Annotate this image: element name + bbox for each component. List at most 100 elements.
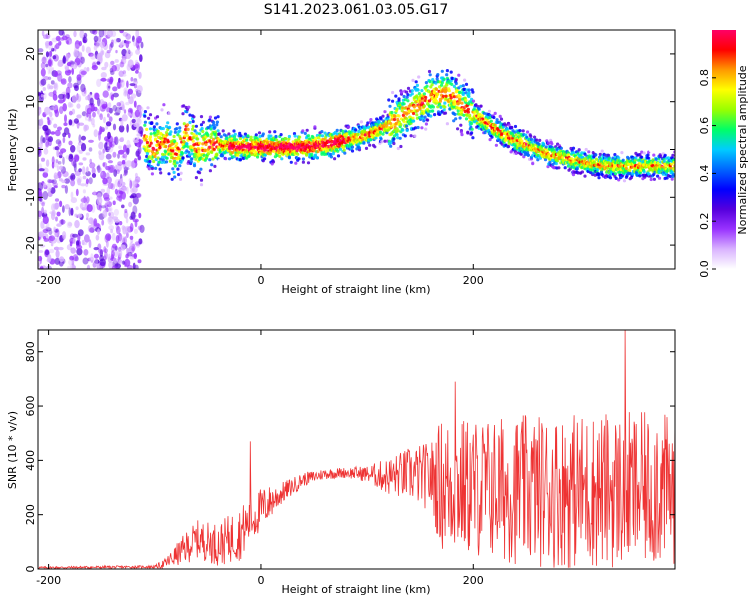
heatmap-cell	[181, 156, 185, 160]
heatmap-cell	[95, 234, 100, 241]
heatmap-cell	[510, 132, 514, 136]
heatmap-cell	[597, 176, 601, 180]
heatmap-cell	[556, 159, 560, 163]
heatmap-cell	[160, 108, 164, 112]
heatmap-cell	[47, 76, 52, 81]
heatmap-cell	[450, 76, 455, 81]
heatmap-cell	[38, 262, 41, 268]
heatmap-cell	[263, 153, 267, 157]
heatmap-cell	[126, 80, 129, 88]
heatmap-cell	[461, 91, 465, 95]
heatmap-cell	[649, 149, 653, 153]
heatmap-cell	[409, 134, 413, 138]
heatmap-cell	[159, 157, 163, 161]
heatmap-cell	[498, 138, 502, 142]
heatmap-cell	[115, 38, 121, 43]
heatmap-cell	[419, 99, 423, 103]
heatmap-cell	[178, 126, 182, 130]
heatmap-cell	[45, 63, 49, 68]
heatmap-cell	[464, 98, 468, 102]
heatmap-cell	[106, 186, 111, 196]
heatmap-cell	[306, 161, 311, 165]
heatmap-cell	[57, 61, 64, 67]
heatmap-cell	[487, 109, 491, 113]
heatmap-cell	[101, 128, 105, 132]
heatmap-cell	[48, 179, 55, 184]
heatmap-cell	[257, 131, 262, 135]
heatmap-cell	[51, 179, 57, 185]
heatmap-cell	[398, 136, 402, 140]
heatmap-cell	[82, 257, 89, 265]
heatmap-cell	[108, 225, 115, 231]
heatmap-cell	[301, 160, 305, 164]
heatmap-cell	[403, 98, 407, 102]
heatmap-cell	[423, 115, 427, 119]
heatmap-cell	[454, 78, 458, 82]
heatmap-cell	[75, 206, 79, 211]
heatmap-cell	[192, 133, 196, 137]
heatmap-cell	[413, 126, 418, 130]
heatmap-cell	[55, 216, 58, 222]
heatmap-cell	[106, 146, 111, 150]
heatmap-cell	[542, 142, 546, 146]
heatmap-cell	[287, 134, 291, 139]
heatmap-cell	[102, 209, 108, 218]
heatmap-cell	[173, 130, 177, 134]
heatmap-cell	[102, 90, 109, 98]
heatmap-cell	[112, 92, 119, 98]
heatmap-cell	[120, 244, 126, 251]
heatmap-cell	[273, 130, 277, 134]
heatmap-cell	[520, 139, 524, 143]
heatmap-cell	[379, 137, 383, 141]
heatmap-cell	[119, 42, 123, 48]
heatmap-cell	[156, 156, 160, 160]
heatmap-cell	[392, 141, 396, 146]
heatmap-cell	[123, 210, 129, 219]
heatmap-cell	[241, 135, 246, 139]
heatmap-cell	[440, 83, 444, 87]
heatmap-cell	[414, 80, 418, 84]
heatmap-cell	[129, 222, 134, 232]
heatmap-cell	[642, 170, 646, 174]
heatmap-cell	[115, 106, 121, 116]
heatmap-cell	[620, 151, 624, 155]
heatmap-cell	[82, 189, 86, 194]
heatmap-cell	[210, 150, 214, 154]
heatmap-cell	[387, 98, 391, 102]
heatmap-cell	[275, 153, 279, 157]
heatmap-cell	[143, 110, 147, 114]
heatmap-cell	[364, 146, 369, 150]
heatmap-cell	[168, 159, 172, 163]
heatmap-cell	[81, 239, 85, 246]
heatmap-cell	[428, 80, 432, 84]
heatmap-cell	[129, 256, 135, 260]
heatmap-cell	[139, 224, 145, 233]
heatmap-cell	[45, 159, 50, 167]
heatmap-cell	[415, 94, 419, 98]
heatmap-cell	[397, 97, 401, 101]
heatmap-cell	[38, 182, 44, 191]
heatmap-cell	[49, 117, 54, 121]
heatmap-cell	[199, 123, 204, 127]
heatmap-cell	[311, 135, 315, 139]
heatmap-cell	[306, 134, 311, 138]
heatmap-cell	[425, 84, 429, 88]
heatmap-cell	[373, 145, 377, 149]
spectrogram-marks	[38, 30, 675, 269]
heatmap-cell	[41, 30, 45, 36]
heatmap-cell	[232, 129, 236, 133]
heatmap-cell	[135, 150, 140, 157]
heatmap-cell	[179, 137, 183, 141]
heatmap-cell	[106, 207, 109, 213]
heatmap-cell	[86, 204, 93, 213]
heatmap-cell	[42, 34, 49, 39]
heatmap-cell	[46, 116, 50, 120]
heatmap-cell	[68, 259, 74, 266]
heatmap-cell	[38, 191, 43, 198]
heatmap-cell	[538, 156, 543, 160]
heatmap-cell	[239, 134, 243, 138]
heatmap-cell	[191, 127, 195, 131]
heatmap-cell	[220, 154, 225, 158]
heatmap-cell	[155, 115, 160, 119]
heatmap-cell	[121, 191, 126, 200]
